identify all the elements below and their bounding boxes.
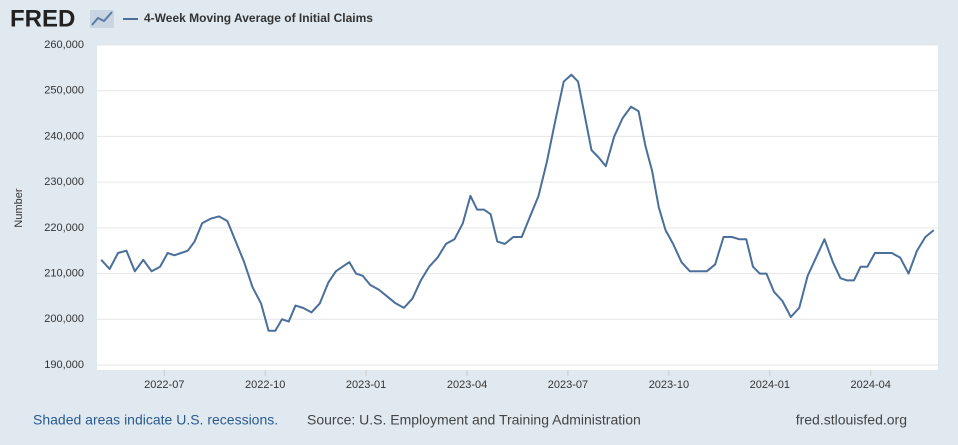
legend-label: 4-Week Moving Average of Initial Claims [144,11,373,25]
x-tick-label: 2022-10 [245,379,285,391]
x-tick-label: 2022-07 [144,379,184,391]
y-tick-label: 200,000 [44,313,84,325]
x-tick-label: 2023-10 [649,379,689,391]
logo[interactable]: FRED [10,5,75,32]
plot-area [97,45,938,370]
x-tick-label: 2023-04 [447,379,487,391]
site[interactable]: fred.stlouisfed.org [796,412,907,428]
y-tick-label: 210,000 [44,267,84,279]
x-tick-label: 2024-01 [750,379,790,391]
x-tick-label: 2023-07 [548,379,588,391]
y-tick-label: 250,000 [44,85,84,97]
x-tick-label: 2024-04 [851,379,891,391]
y-axis-label: Number [13,188,25,227]
recession-note: Shaded areas indicate U.S. recessions. [33,412,278,428]
logo-icon-line [91,11,113,26]
y-tick-label: 220,000 [44,222,84,234]
source: Source: U.S. Employment and Training Adm… [307,412,641,428]
data-line [100,73,935,332]
y-tick-label: 240,000 [44,130,84,142]
x-tick-label: 2023-01 [346,379,386,391]
y-tick-label: 260,000 [44,39,84,51]
y-tick-label: 230,000 [44,176,84,188]
y-tick-label: 190,000 [44,359,84,371]
